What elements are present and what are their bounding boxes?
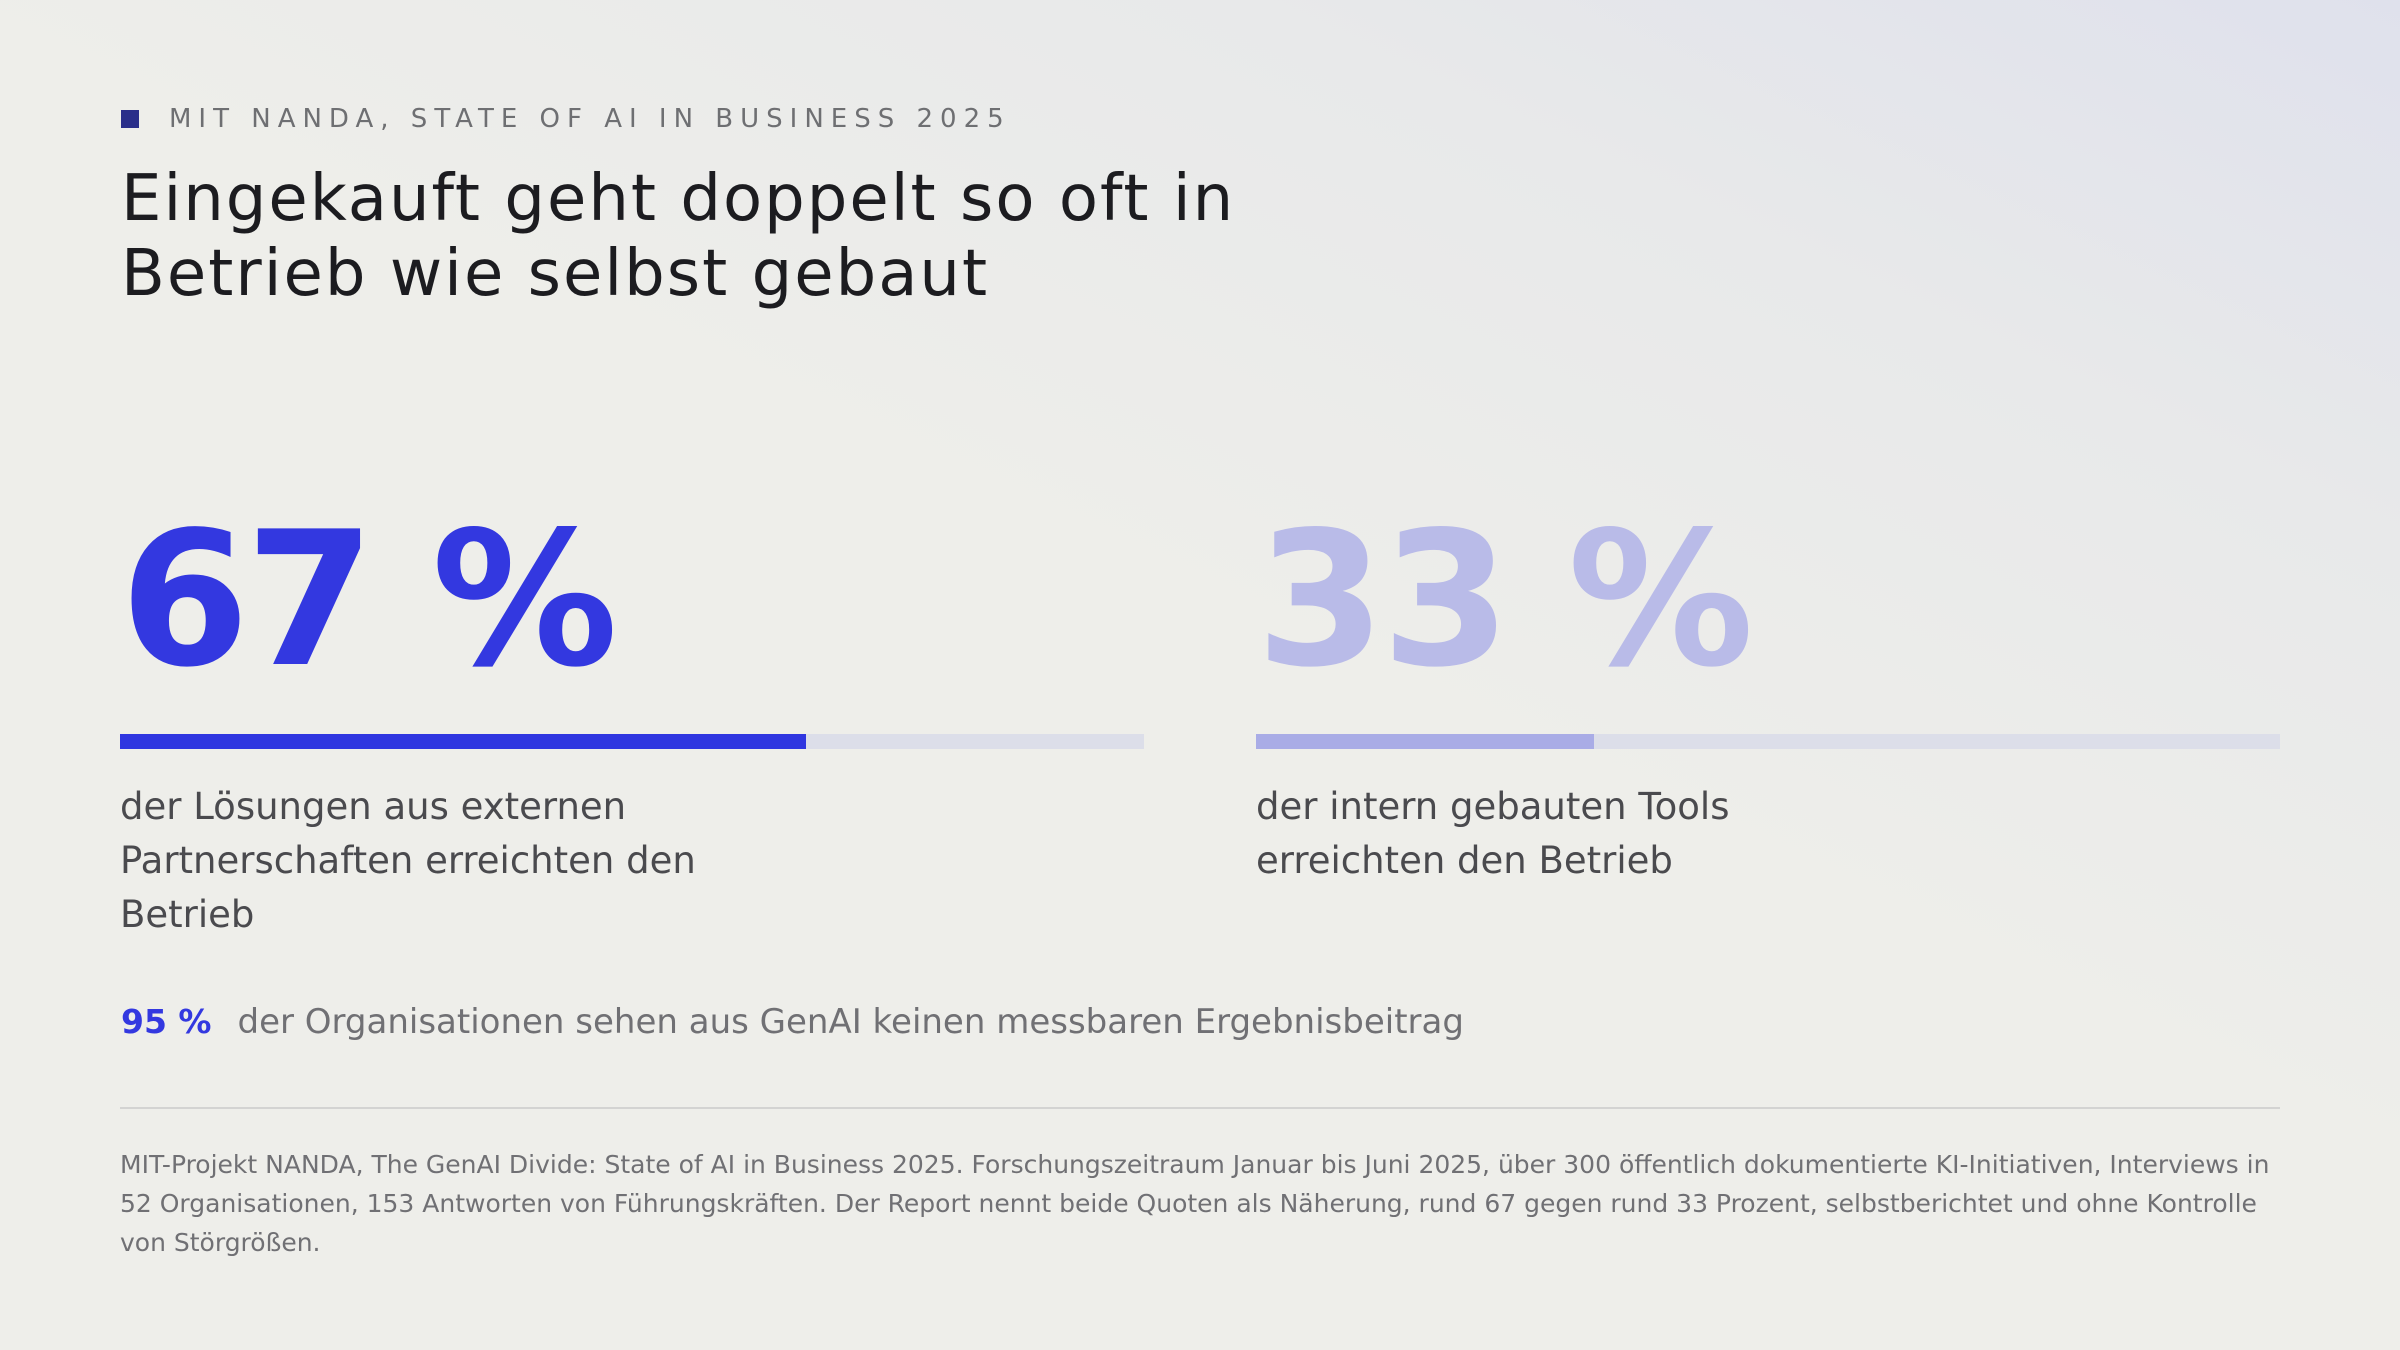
stat-internal: 33 % der intern gebauten Tools erreichte… [1256, 491, 2280, 882]
headline: Eingekauft geht doppelt so oft in Betrie… [121, 162, 1236, 311]
kicker: MIT NANDA, State of AI in Business 2025 [121, 104, 1011, 134]
stat-external: 67 % der Lösungen aus externen Partnersc… [120, 491, 1144, 936]
stat-value-external: 67 % [120, 491, 618, 708]
kicker-square-icon [121, 110, 139, 128]
kicker-text: MIT NANDA, State of AI in Business 2025 [169, 104, 1011, 134]
stat-value-internal: 33 % [1256, 491, 1754, 708]
source-note: MIT-Projekt NANDA, The GenAI Divide: Sta… [120, 1150, 2270, 1257]
annotation: 95 % der Organisationen sehen aus GenAI … [121, 1002, 1464, 1042]
bar-track-external [120, 734, 1144, 749]
bar-fill-external [120, 734, 807, 749]
divider [120, 1107, 2280, 1109]
stat-caption-external: der Lösungen aus externen Partnerschafte… [120, 785, 696, 936]
annotation-text: der Organisationen sehen aus GenAI keine… [237, 1002, 1464, 1042]
bar-track-internal [1256, 734, 2280, 749]
bar-fill-internal [1256, 734, 1594, 749]
stat-caption-internal: der intern gebauten Tools erreichten den… [1256, 785, 1730, 882]
annotation-value: 95 % [121, 1002, 212, 1041]
